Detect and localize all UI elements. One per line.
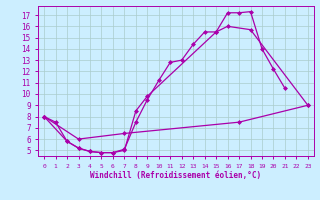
X-axis label: Windchill (Refroidissement éolien,°C): Windchill (Refroidissement éolien,°C) bbox=[91, 171, 261, 180]
